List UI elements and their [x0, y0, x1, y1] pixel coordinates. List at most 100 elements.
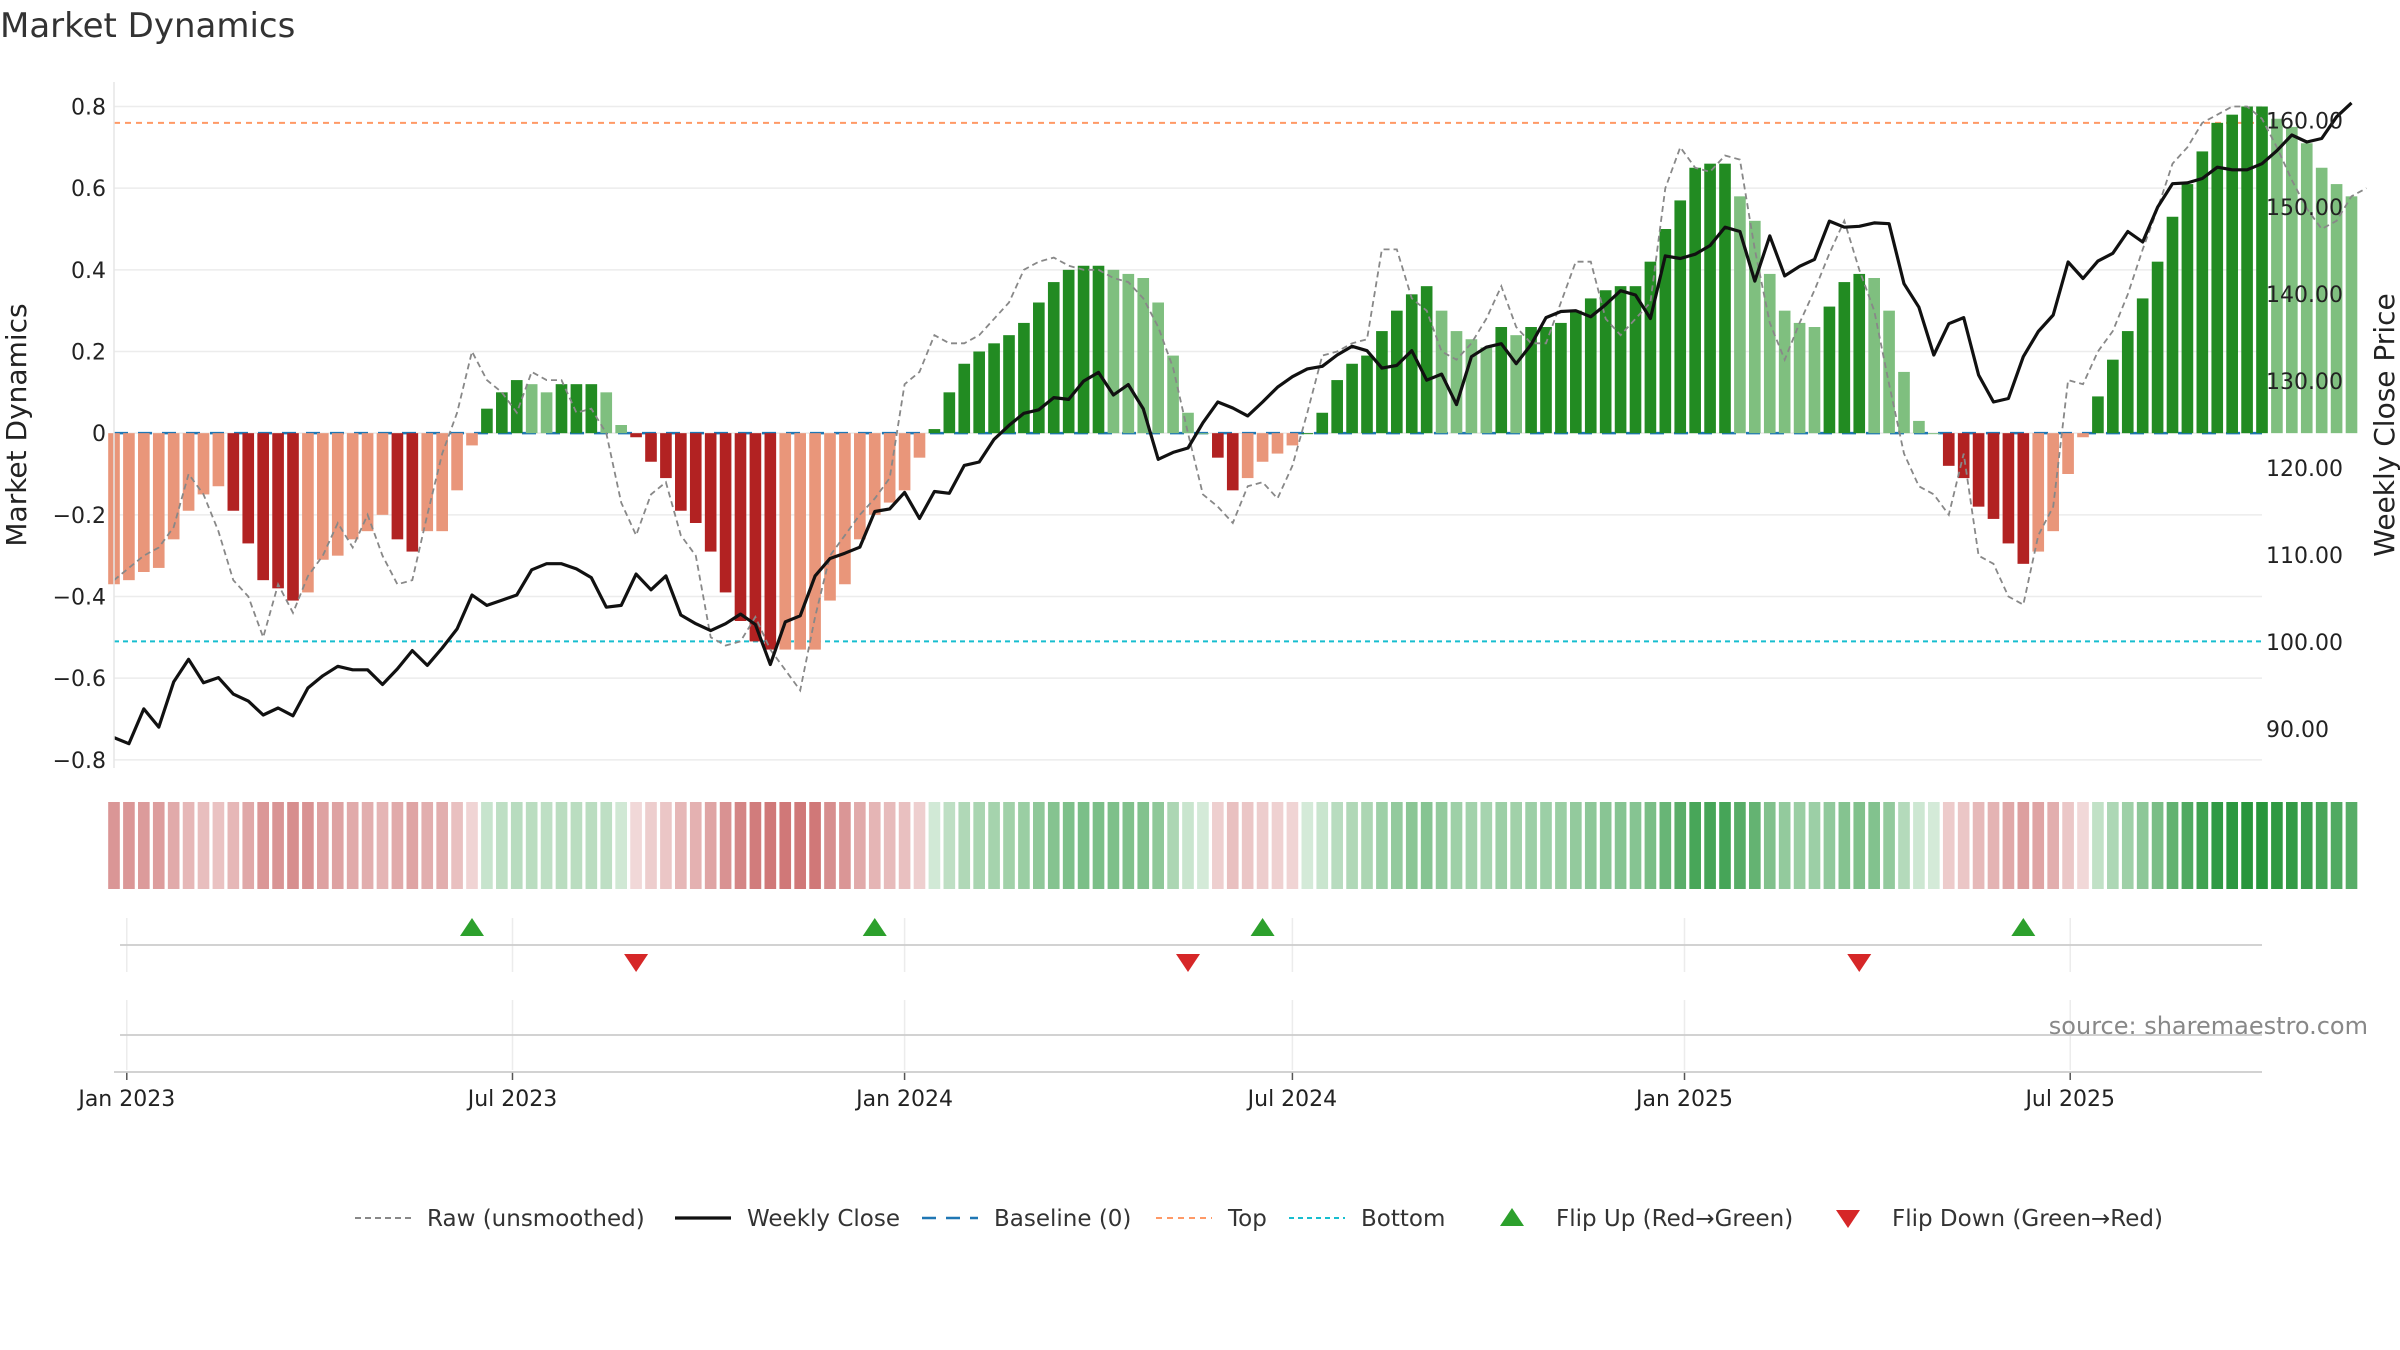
heat-cell — [555, 802, 568, 889]
dynamics-bar — [1018, 322, 1030, 434]
legend-item: Baseline (0) — [922, 1206, 1131, 1232]
heat-cell — [1346, 802, 1358, 889]
heat-cell — [868, 802, 881, 889]
legend-label: Bottom — [1361, 1206, 1445, 1232]
legend-item: Weekly Close — [675, 1206, 900, 1232]
heat-cell — [1271, 802, 1284, 889]
y-tick-label: −0.8 — [53, 749, 106, 774]
heat-cell — [1659, 802, 1672, 889]
heat-cell — [585, 802, 598, 889]
dynamics-bar — [794, 433, 806, 650]
heat-cell — [227, 802, 240, 889]
y-tick-label: −0.4 — [53, 586, 106, 611]
dynamics-bar — [749, 433, 762, 642]
dynamics-bar — [2017, 433, 2030, 564]
dynamics-bar — [272, 433, 284, 589]
heat-cell — [734, 802, 747, 889]
dynamics-bar — [2107, 359, 2119, 434]
dynamics-bar — [1301, 433, 1314, 435]
heat-cell — [2121, 802, 2134, 889]
dynamics-bar — [1570, 310, 1582, 434]
dynamics-bar — [1525, 327, 1537, 434]
dynamics-bar — [958, 363, 971, 434]
heat-cell — [2241, 802, 2253, 889]
dynamics-bar — [1137, 278, 1150, 434]
dynamics-bar — [1286, 433, 1299, 446]
heat-cell — [1763, 802, 1776, 889]
dynamics-bar — [1197, 433, 1209, 435]
dynamics-bar — [123, 433, 135, 581]
y2-tick-label: 140.00 — [2266, 283, 2343, 308]
heat-cell — [1226, 802, 1239, 889]
legend-label: Raw (unsmoothed) — [427, 1206, 645, 1232]
legend: Raw (unsmoothed) Weekly Close Baseline (0)… — [355, 1206, 2163, 1232]
heat-cell — [2092, 802, 2104, 889]
heat-cell — [466, 802, 478, 889]
heat-cell — [1510, 802, 1522, 889]
weekly-close-line — [113, 101, 2353, 746]
legend-label: Top — [1227, 1206, 1267, 1232]
dynamics-bar — [1241, 433, 1254, 479]
heat-cell — [615, 802, 627, 889]
legend-swatch-up — [1500, 1208, 1524, 1226]
dynamics-bar — [2136, 298, 2149, 434]
heat-cell — [1883, 802, 1895, 889]
heat-cell — [152, 802, 165, 889]
heat-cell — [1122, 802, 1135, 889]
heat-cell — [660, 802, 672, 889]
dynamics-bar — [1361, 355, 1373, 434]
dynamics-bar — [1868, 278, 1880, 434]
legend-item: Flip Up (Red→Green) — [1500, 1206, 1793, 1232]
axes: 0.8 0.6 0.4 0.2 0 −0.2 −0.4 −0.6 −0.8 160.00 150.0… — [53, 82, 2343, 1112]
flip-up-marker — [2011, 918, 2036, 936]
heat-cell — [1853, 802, 1866, 889]
heat-cell — [2166, 802, 2179, 889]
heat-cell — [1689, 802, 1701, 889]
heat-cell — [1361, 802, 1373, 889]
heat-cell — [2047, 802, 2059, 889]
heat-cell — [1808, 802, 1821, 889]
dynamics-bar — [1510, 335, 1522, 434]
heat-cell — [1435, 802, 1448, 889]
dynamics-bar — [1555, 322, 1567, 434]
dynamics-bar — [1793, 322, 1806, 434]
heat-cell — [1212, 802, 1224, 889]
heat-cell — [2077, 802, 2089, 889]
y2-tick-label: 130.00 — [2266, 370, 2343, 395]
dynamics-bar — [391, 433, 404, 540]
legend-item: Flip Down (Green→Red) — [1836, 1206, 2163, 1232]
flip-up-marker — [1250, 918, 1275, 936]
dynamics-bar — [660, 433, 672, 479]
heat-cell — [1987, 802, 2000, 889]
heat-cell — [913, 802, 926, 889]
heat-cell — [2107, 802, 2119, 889]
heat-cell — [1838, 802, 1851, 889]
dynamics-bar — [1704, 163, 1716, 434]
dynamics-bar — [1182, 412, 1194, 434]
heat-cell — [600, 802, 613, 889]
y-tick-label: −0.6 — [53, 667, 106, 692]
heat-cell — [376, 802, 389, 889]
dynamics-bar — [1346, 363, 1358, 434]
dynamics-bar — [1062, 269, 1075, 434]
dynamics-bar — [138, 433, 150, 572]
dynamics-bar — [630, 433, 642, 438]
dynamics-bar — [1122, 273, 1135, 434]
heat-cell — [645, 802, 657, 889]
heat-cell — [854, 802, 866, 889]
heat-cell — [108, 802, 120, 889]
heat-cell — [1942, 802, 1955, 889]
dynamics-bar — [2151, 261, 2164, 434]
dynamics-bar — [242, 433, 255, 544]
heat-cell — [2315, 802, 2328, 889]
heat-cell — [331, 802, 344, 889]
dynamics-bar — [421, 433, 434, 532]
heat-cell — [1898, 802, 1910, 889]
dynamics-bar — [1689, 167, 1701, 434]
dynamics-bar — [167, 433, 180, 540]
heat-cell — [958, 802, 971, 889]
dynamics-bar — [913, 433, 926, 458]
legend-label: Flip Down (Green→Red) — [1892, 1206, 2163, 1232]
heat-cell — [540, 802, 553, 889]
